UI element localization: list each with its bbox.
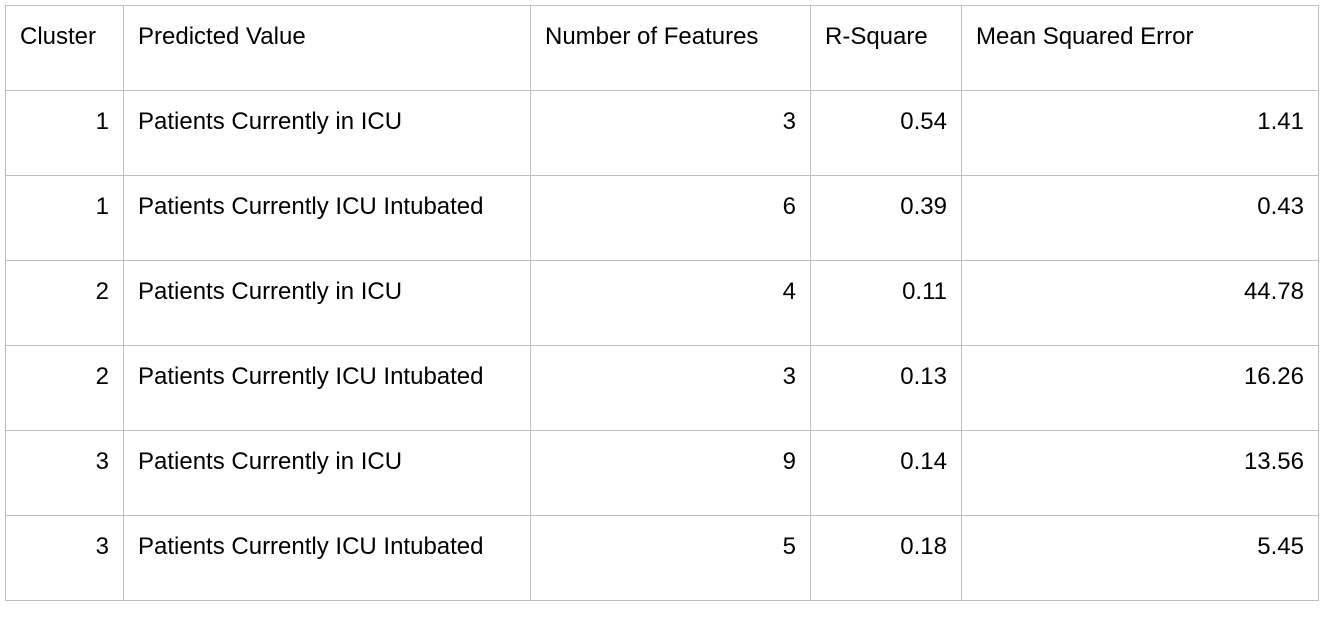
cell-value: 0.14 bbox=[900, 448, 947, 475]
cell-value: 5.45 bbox=[1257, 533, 1304, 560]
table-row: 1 Patients Currently ICU Intubated 6 0.3… bbox=[5, 175, 1319, 261]
cell-value: 3 bbox=[95, 533, 109, 560]
cell-value: Patients Currently ICU Intubated bbox=[138, 533, 484, 560]
cell-number-of-features: 3 bbox=[530, 90, 811, 176]
cell-value: 3 bbox=[95, 448, 109, 475]
cell-r-square: 0.13 bbox=[810, 345, 962, 431]
cell-number-of-features: 4 bbox=[530, 260, 811, 346]
cell-value: 0.13 bbox=[900, 363, 947, 390]
table-row: 3 Patients Currently ICU Intubated 5 0.1… bbox=[5, 515, 1319, 601]
header-label: R-Square bbox=[825, 23, 928, 50]
header-label: Predicted Value bbox=[138, 23, 306, 50]
header-label: Mean Squared Error bbox=[976, 23, 1194, 50]
cell-predicted-value: Patients Currently in ICU bbox=[123, 260, 531, 346]
cell-value: Patients Currently ICU Intubated bbox=[138, 193, 484, 220]
cell-predicted-value: Patients Currently in ICU bbox=[123, 430, 531, 516]
header-label: Cluster bbox=[20, 23, 97, 50]
cell-value: 2 bbox=[95, 363, 109, 390]
cell-predicted-value: Patients Currently ICU Intubated bbox=[123, 175, 531, 261]
cell-number-of-features: 3 bbox=[530, 345, 811, 431]
cell-cluster: 1 bbox=[5, 90, 124, 176]
cell-value: 4 bbox=[782, 278, 796, 305]
cell-value: Patients Currently in ICU bbox=[138, 278, 403, 305]
cell-value: 3 bbox=[782, 108, 796, 135]
cell-value: 3 bbox=[782, 363, 796, 390]
cell-cluster: 2 bbox=[5, 345, 124, 431]
cell-value: 9 bbox=[782, 448, 796, 475]
cell-value: 0.43 bbox=[1257, 193, 1304, 220]
cell-number-of-features: 5 bbox=[530, 515, 811, 601]
cell-value: 1.41 bbox=[1257, 108, 1304, 135]
cell-predicted-value: Patients Currently ICU Intubated bbox=[123, 515, 531, 601]
cell-mean-squared-error: 44.78 bbox=[961, 260, 1319, 346]
cell-predicted-value: Patients Currently in ICU bbox=[123, 90, 531, 176]
cell-value: Patients Currently in ICU bbox=[138, 448, 403, 475]
cell-r-square: 0.54 bbox=[810, 90, 962, 176]
header-number-of-features: Number of Features bbox=[530, 5, 811, 91]
cell-mean-squared-error: 1.41 bbox=[961, 90, 1319, 176]
cell-mean-squared-error: 5.45 bbox=[961, 515, 1319, 601]
cell-r-square: 0.11 bbox=[810, 260, 962, 346]
cell-r-square: 0.18 bbox=[810, 515, 962, 601]
cell-cluster: 2 bbox=[5, 260, 124, 346]
cell-value: 2 bbox=[95, 278, 109, 305]
cell-value: 16.26 bbox=[1243, 363, 1304, 390]
table-row: 2 Patients Currently in ICU 4 0.11 44.78 bbox=[5, 260, 1319, 346]
cell-value: 6 bbox=[782, 193, 796, 220]
cell-number-of-features: 9 bbox=[530, 430, 811, 516]
table-row: 3 Patients Currently in ICU 9 0.14 13.56 bbox=[5, 430, 1319, 516]
cell-mean-squared-error: 13.56 bbox=[961, 430, 1319, 516]
cell-value: 5 bbox=[782, 533, 796, 560]
header-r-square: R-Square bbox=[810, 5, 962, 91]
cell-value: 44.78 bbox=[1243, 278, 1304, 305]
cell-value: 13.56 bbox=[1243, 448, 1304, 475]
cell-value: 0.11 bbox=[902, 278, 947, 305]
cell-value: Patients Currently in ICU bbox=[138, 108, 403, 135]
cell-predicted-value: Patients Currently ICU Intubated bbox=[123, 345, 531, 431]
header-label: Number of Features bbox=[545, 23, 759, 50]
cell-number-of-features: 6 bbox=[530, 175, 811, 261]
cell-value: 0.39 bbox=[900, 193, 947, 220]
results-table: Cluster Predicted Value Number of Featur… bbox=[5, 5, 1319, 601]
cell-value: 1 bbox=[95, 108, 109, 135]
cell-cluster: 1 bbox=[5, 175, 124, 261]
cell-value: 1 bbox=[95, 193, 109, 220]
cell-cluster: 3 bbox=[5, 515, 124, 601]
cell-mean-squared-error: 0.43 bbox=[961, 175, 1319, 261]
header-mean-squared-error: Mean Squared Error bbox=[961, 5, 1319, 91]
header-predicted-value: Predicted Value bbox=[123, 5, 531, 91]
table-header-row: Cluster Predicted Value Number of Featur… bbox=[5, 5, 1319, 91]
header-cluster: Cluster bbox=[5, 5, 124, 91]
cell-r-square: 0.39 bbox=[810, 175, 962, 261]
cell-value: Patients Currently ICU Intubated bbox=[138, 363, 484, 390]
cell-mean-squared-error: 16.26 bbox=[961, 345, 1319, 431]
cell-cluster: 3 bbox=[5, 430, 124, 516]
table-row: 2 Patients Currently ICU Intubated 3 0.1… bbox=[5, 345, 1319, 431]
cell-value: 0.54 bbox=[900, 108, 947, 135]
table-row: 1 Patients Currently in ICU 3 0.54 1.41 bbox=[5, 90, 1319, 176]
cell-value: 0.18 bbox=[900, 533, 947, 560]
cell-r-square: 0.14 bbox=[810, 430, 962, 516]
